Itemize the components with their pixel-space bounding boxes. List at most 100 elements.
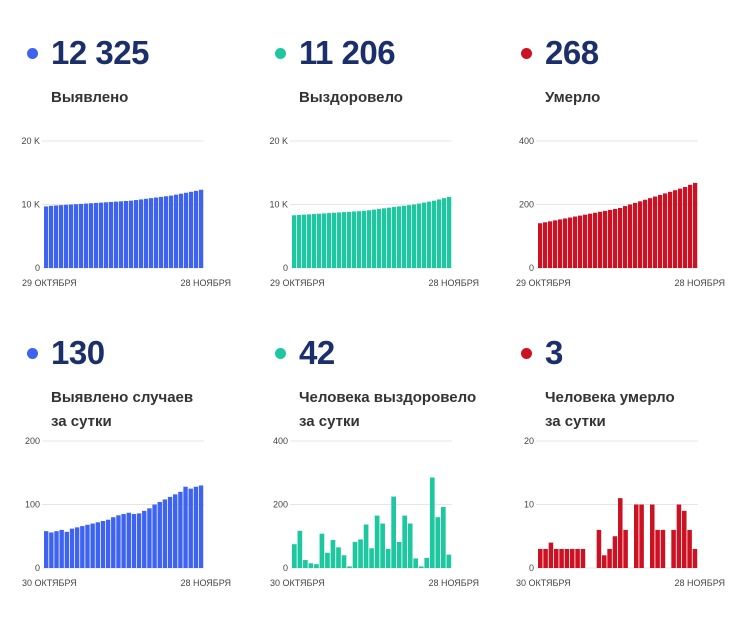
bar-chart: 0 200 400 30 ОКТЯБРЯ 28 НОЯБРЯ bbox=[270, 436, 479, 588]
y-tick-label: 10 K bbox=[21, 200, 40, 210]
x-tick-label-start: 29 ОКТЯБРЯ bbox=[270, 278, 325, 288]
bar bbox=[397, 206, 402, 268]
x-tick-label-start: 30 ОКТЯБРЯ bbox=[22, 578, 77, 588]
stat-value: 12 325 bbox=[51, 34, 149, 71]
y-tick-label: 400 bbox=[273, 436, 288, 446]
bar bbox=[154, 197, 159, 268]
stat-value: 3 bbox=[545, 334, 563, 371]
stat-label-line: за сутки bbox=[51, 413, 112, 430]
bar bbox=[149, 198, 154, 268]
bar bbox=[372, 209, 377, 268]
bar bbox=[369, 548, 374, 568]
stat-label-line: Выздоровело bbox=[299, 89, 403, 106]
bar bbox=[673, 190, 678, 268]
bar bbox=[59, 205, 64, 268]
bar bbox=[194, 190, 199, 268]
bar bbox=[74, 204, 79, 268]
bar bbox=[325, 552, 330, 568]
bar bbox=[429, 477, 435, 568]
stat-label-line: Человека выздоровело bbox=[299, 389, 477, 406]
bar bbox=[314, 564, 319, 568]
bar bbox=[553, 220, 558, 269]
bar bbox=[49, 532, 54, 568]
legend-dot bbox=[27, 48, 38, 59]
bar bbox=[99, 202, 104, 268]
bar bbox=[308, 563, 314, 568]
bar bbox=[139, 199, 144, 268]
bar bbox=[692, 548, 698, 568]
bar bbox=[446, 554, 452, 568]
bar bbox=[598, 211, 603, 268]
y-tick-label: 0 bbox=[283, 563, 288, 573]
bar bbox=[543, 548, 548, 568]
stat-label: Выявлено случаев за сутки bbox=[51, 386, 193, 434]
bar bbox=[74, 527, 80, 568]
bar bbox=[131, 514, 137, 568]
bar bbox=[169, 195, 174, 268]
bar bbox=[564, 548, 570, 568]
bar bbox=[174, 194, 179, 268]
bar bbox=[687, 529, 692, 568]
bar bbox=[199, 189, 204, 268]
bar bbox=[90, 523, 95, 568]
bar bbox=[178, 491, 183, 568]
bar bbox=[603, 210, 608, 268]
bar bbox=[79, 203, 84, 268]
bar bbox=[422, 202, 427, 268]
bar bbox=[317, 213, 322, 268]
panel-total-recovered: 11 206 Выздоровело 0 10 K 20 K 29 ОКТЯБРЯ 28 Н… bbox=[269, 30, 502, 330]
bar bbox=[391, 496, 396, 568]
bar bbox=[382, 208, 387, 268]
bar bbox=[136, 513, 142, 568]
bar bbox=[94, 202, 99, 268]
bar bbox=[578, 215, 583, 268]
stat-label: Человека умерло за сутки bbox=[545, 386, 675, 434]
stat-value: 42 bbox=[299, 334, 335, 371]
bar bbox=[688, 184, 693, 268]
bar bbox=[658, 194, 663, 268]
bar bbox=[682, 510, 687, 568]
bar bbox=[124, 201, 129, 268]
bar bbox=[427, 201, 432, 268]
bar bbox=[54, 531, 59, 568]
bar bbox=[612, 536, 618, 568]
bar bbox=[634, 504, 639, 568]
y-tick-label: 0 bbox=[35, 563, 40, 573]
bar bbox=[575, 548, 580, 568]
bar bbox=[655, 529, 660, 568]
bar bbox=[341, 555, 347, 568]
bar bbox=[109, 201, 114, 268]
stat-label-line: за сутки bbox=[299, 413, 360, 430]
bar bbox=[80, 526, 85, 568]
bar-chart: 0 10 20 30 ОКТЯБРЯ 28 НОЯБРЯ bbox=[516, 436, 725, 588]
bar bbox=[668, 191, 673, 268]
y-tick-label: 0 bbox=[35, 263, 40, 273]
bar bbox=[367, 210, 372, 268]
legend-dot bbox=[521, 48, 532, 59]
bar bbox=[440, 507, 446, 568]
bar bbox=[442, 198, 447, 268]
stat-label-line: Выявлено bbox=[51, 89, 129, 106]
x-tick-label-end: 28 НОЯБРЯ bbox=[428, 578, 479, 588]
y-tick-label: 0 bbox=[283, 263, 288, 273]
bar bbox=[563, 218, 568, 268]
y-tick-label: 10 bbox=[524, 500, 534, 510]
bar bbox=[162, 499, 168, 568]
panel-total-detected: 12 325 Выявлено 0 10 K 20 K 29 ОКТЯБРЯ 28 НОЯБ… bbox=[21, 30, 254, 330]
bar bbox=[402, 205, 407, 268]
bar bbox=[596, 529, 602, 568]
bar bbox=[173, 494, 178, 568]
bar bbox=[164, 196, 169, 268]
bar bbox=[618, 498, 623, 568]
bar bbox=[412, 204, 417, 268]
bar bbox=[608, 209, 613, 268]
bar bbox=[607, 548, 612, 568]
bar bbox=[653, 196, 658, 268]
bar bbox=[69, 204, 74, 268]
bar bbox=[660, 529, 666, 568]
bar bbox=[358, 539, 363, 568]
bar bbox=[134, 200, 139, 268]
bar bbox=[633, 202, 638, 268]
bar bbox=[64, 531, 70, 568]
bar bbox=[114, 201, 119, 268]
